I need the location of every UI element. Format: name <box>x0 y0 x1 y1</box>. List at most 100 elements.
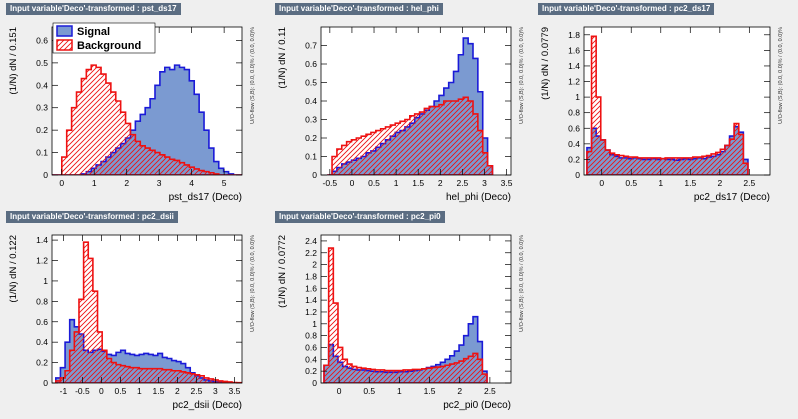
y-tick-label: 0.6 <box>36 317 48 327</box>
background-histogram <box>52 64 242 175</box>
y-tick-label: 0.6 <box>568 123 580 133</box>
x-tick-label: 2.5 <box>456 178 468 188</box>
y-tick-label: 0.6 <box>305 59 317 69</box>
plot-title: Input variable'Deco'-transformed : pc2_d… <box>6 211 178 223</box>
x-tick-label: 1.5 <box>412 178 424 188</box>
y-tick-label: 0.2 <box>305 366 317 376</box>
y-tick-label: 0.8 <box>568 108 580 118</box>
x-tick-label: 3.5 <box>228 386 240 396</box>
y-tick-label: 0 <box>312 170 317 180</box>
overflow-label: U/O-flow (S,B): (0.0, 0.0)% / (0.0, 0.0)… <box>250 27 256 124</box>
x-tick-label: 4 <box>189 178 194 188</box>
y-tick-label: 0.6 <box>305 342 317 352</box>
x-tick-label: 3 <box>482 178 487 188</box>
overflow-label: U/O-flow (S,B): (0.0, 0.0)% / (0.0, 0.0)… <box>519 27 525 124</box>
x-tick-label: 2 <box>124 178 129 188</box>
y-tick-label: 1.4 <box>568 61 580 71</box>
y-axis-label: (1/N) dN / 0.0779 <box>540 27 551 100</box>
background-histogram <box>586 35 749 175</box>
x-tick-label: 0 <box>350 178 355 188</box>
x-tick-label: 0 <box>59 178 64 188</box>
overflow-label: U/O-flow (S,B): (0.0, 0.0)% / (0.0, 0.0)… <box>519 235 525 332</box>
y-tick-label: 0.3 <box>305 115 317 125</box>
background-histogram <box>55 241 242 383</box>
y-tick-label: 0.4 <box>36 337 48 347</box>
x-tick-label: 2 <box>175 386 180 396</box>
histograms <box>323 247 488 383</box>
y-tick-label: 0 <box>43 378 48 388</box>
histogram-pc2-dsii: -1 -0.5 0 0.5 1 1.5 2 2.5 3 3.5 0 0.2 0.4 0.6 0.8 1 1.2 1… <box>8 234 256 411</box>
plot-panel-pc2-pi0: Input variable'Deco'-transformed : pc2_p… <box>275 211 537 414</box>
y-tick-label: 0.4 <box>568 139 580 149</box>
x-tick-label: 2.5 <box>484 386 496 396</box>
y-tick-label: 2.4 <box>305 236 317 246</box>
x-tick-label: -0.5 <box>323 178 338 188</box>
histogram-pc2-ds17: 0 0.5 1 1.5 2 2.5 0 0.2 0.4 0.6 0.8 1 1.2 1.4 1.6 1.8 pc… <box>540 26 784 203</box>
y-tick-label: 1.4 <box>36 235 48 245</box>
y-tick-label: 1.8 <box>305 271 317 281</box>
plot-panel-pc2-ds17: Input variable'Deco'-transformed : pc2_d… <box>538 3 796 206</box>
y-tick-label: 0 <box>575 170 580 180</box>
x-tick-label: 1 <box>92 178 97 188</box>
overflow-label: U/O-flow (S,B): (0.0, 0.0)% / (0.0, 0.0)… <box>778 27 784 124</box>
y-tick-label: 0.4 <box>305 354 317 364</box>
plot-title: Input variable'Deco'-transformed : pc2_p… <box>275 211 445 223</box>
y-tick-label: 0.1 <box>36 148 48 158</box>
y-tick-label: 1 <box>312 319 317 329</box>
y-tick-label: 2 <box>312 260 317 270</box>
plot-title: Input variable'Deco'-transformed : hel_p… <box>275 3 443 15</box>
y-tick-label: 1.6 <box>568 45 580 55</box>
legend-background-label: Background <box>77 40 141 52</box>
x-tick-label: 1.5 <box>684 178 696 188</box>
y-axis-label: (1/N) dN / 0.0772 <box>277 235 288 308</box>
x-tick-label: 0.5 <box>368 178 380 188</box>
x-axis-label: hel_phi (Deco) <box>446 192 511 203</box>
plot-title: Input variable'Deco'-transformed : pst_d… <box>6 3 181 15</box>
y-tick-label: 0 <box>312 378 317 388</box>
y-tick-label: 0.2 <box>36 358 48 368</box>
y-tick-label: 1.2 <box>36 256 48 266</box>
plot-panel-pc2-dsii: Input variable'Deco'-transformed : pc2_d… <box>6 211 268 414</box>
y-tick-label: 0.2 <box>305 133 317 143</box>
histogram-pst-ds17: 0 1 2 3 4 5 0 0.1 0.2 0.3 0.4 0.5 0.6 pst_ds17 (Deco)… <box>8 22 256 203</box>
histograms <box>586 35 749 175</box>
y-tick-label: 0 <box>43 170 48 180</box>
x-tick-label: 1.5 <box>152 386 164 396</box>
background-histogram <box>323 247 488 383</box>
x-tick-label: 0.5 <box>114 386 126 396</box>
x-tick-label: 2.5 <box>743 178 755 188</box>
plot-border <box>583 26 771 176</box>
y-tick-label: 0.6 <box>36 35 48 45</box>
histogram-pc2-pi0: 0 0.5 1 1.5 2 2.500.20.40.60.811.21.41.61.822… <box>277 234 525 411</box>
histograms <box>55 241 242 383</box>
y-tick-label: 0.3 <box>36 103 48 113</box>
y-axis-label: (1/N) dN / 0.122 <box>8 235 19 303</box>
x-axis-label: pst_ds17 (Deco) <box>169 192 242 203</box>
x-tick-label: 3 <box>157 178 162 188</box>
plot-border <box>320 234 512 384</box>
x-tick-label: 2.5 <box>190 386 202 396</box>
y-tick-label: 0.1 <box>305 152 317 162</box>
y-tick-label: 1 <box>575 92 580 102</box>
y-tick-label: 2.2 <box>305 248 317 258</box>
y-tick-label: 0.2 <box>568 154 580 164</box>
x-axis-label: pc2_pi0 (Deco) <box>443 400 511 411</box>
x-tick-label: 5 <box>222 178 227 188</box>
y-tick-label: 0.4 <box>305 96 317 106</box>
x-tick-label: 0.5 <box>625 178 637 188</box>
histogram-hel-phi: -0.5 0 0.5 1 1.5 2 2.5 3 3.5 0 0.1 0.2 0.3 0.4 0.5 0.6 0… <box>277 26 525 203</box>
histograms <box>327 37 494 175</box>
x-tick-label: -1 <box>60 386 68 396</box>
x-tick-label: 2 <box>438 178 443 188</box>
y-tick-label: 0.7 <box>305 41 317 51</box>
legend-background-swatch <box>56 39 73 51</box>
overflow-label: U/O-flow (S,B): (0.0, 0.0)% / (0.0, 0.0)… <box>250 235 256 332</box>
x-tick-label: 0 <box>337 386 342 396</box>
plot-panel-hel-phi: Input variable'Deco'-transformed : hel_p… <box>275 3 537 206</box>
y-axis-label: (1/N) dN / 0.151 <box>8 27 19 95</box>
y-tick-label: 0.4 <box>36 80 48 90</box>
y-tick-label: 0.8 <box>36 296 48 306</box>
y-tick-label: 1.6 <box>305 283 317 293</box>
y-tick-label: 0.2 <box>36 125 48 135</box>
x-tick-label: 0 <box>99 386 104 396</box>
